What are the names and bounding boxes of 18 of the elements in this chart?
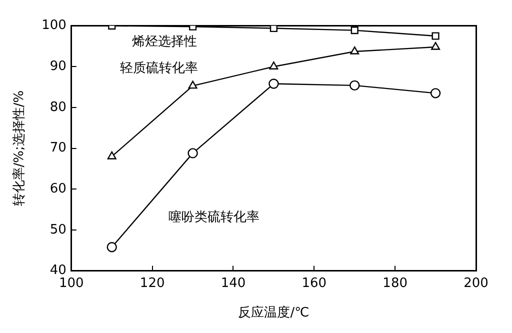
y-tick-label: 100 [42,18,66,34]
x-axis-title: 反应温度/℃ [238,304,310,321]
x-tick-label: 160 [302,276,327,291]
x-tick-label: 140 [220,276,246,291]
y-tick-label: 50 [50,222,66,238]
x-tick-label: 120 [140,276,165,291]
y-tick-label: 80 [50,100,66,115]
y-tick-label: 40 [50,263,66,278]
series-label: 轻质硫转化率 [120,60,198,76]
series-label: 噻吩类硫转化率 [168,209,260,226]
series-label: 烯烃选择性 [132,34,198,50]
x-tick-label: 200 [464,276,488,291]
y-tick-label: 60 [50,182,66,197]
y-tick-label: 70 [50,140,66,156]
x-tick-label: 100 [59,276,84,291]
y-tick-label: 90 [50,59,66,74]
x-tick-label: 180 [382,276,408,291]
y-axis-title: 转化率/%;选择性/% [11,90,28,206]
